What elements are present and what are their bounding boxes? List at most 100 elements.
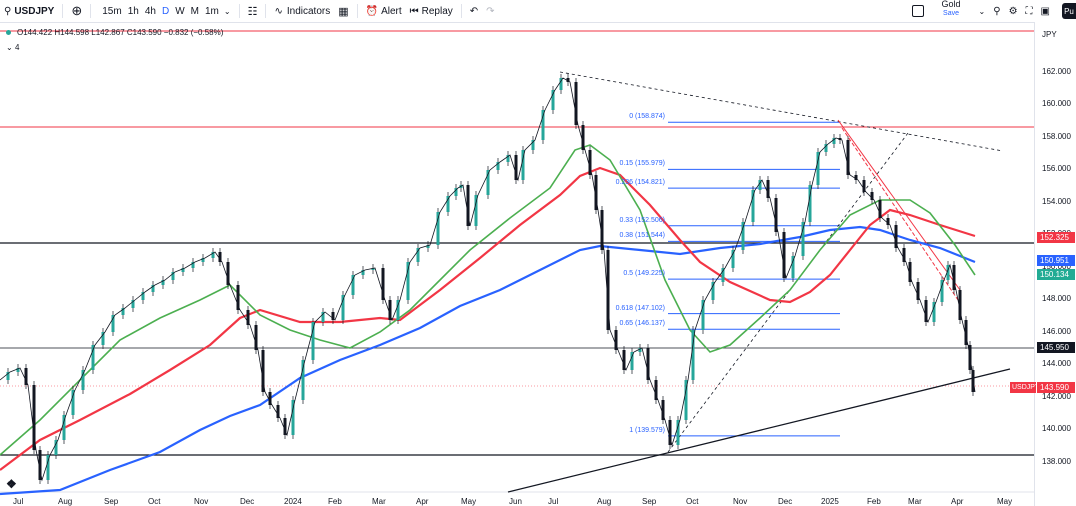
timeframe-w[interactable]: W: [175, 5, 185, 17]
timeframe-4h[interactable]: 4h: [144, 5, 156, 17]
fib-level-label: 0.15 (155.979): [619, 160, 665, 168]
candle-body: [521, 150, 525, 180]
candle-body: [816, 152, 820, 185]
search-icon: ⚲: [4, 5, 12, 17]
candle-body: [574, 82, 578, 125]
ma-red-line: [0, 166, 976, 471]
ma-green-value-tag: 150.134: [1037, 269, 1075, 280]
replay-icon: ⏮: [409, 5, 419, 17]
last-price-tag: 143.590: [1037, 382, 1075, 393]
time-axis-label: Oct: [686, 497, 699, 506]
grid-icon: ▦: [338, 5, 349, 18]
timeframe-m[interactable]: M: [190, 5, 199, 17]
candle-body: [638, 348, 642, 352]
candle-body: [932, 302, 936, 322]
candle-body: [559, 78, 563, 90]
timeframe-1m[interactable]: 1m: [204, 5, 219, 17]
time-axis-label: Aug: [58, 497, 73, 506]
settings-button[interactable]: ⚙: [1005, 0, 1022, 22]
candle-body: [91, 345, 95, 370]
candle-body: [614, 330, 618, 350]
candle-body: [141, 292, 145, 300]
timeframe-15m[interactable]: 15m: [102, 5, 122, 17]
symbol-tag: USDJPY: [1010, 382, 1040, 393]
chart-type-button[interactable]: ☷: [244, 0, 262, 22]
fib-level-label: 0.65 (146.137): [619, 320, 665, 328]
layouts-button[interactable]: ▦: [334, 0, 352, 22]
publish-button[interactable]: Pu: [1062, 3, 1076, 19]
layout-toggle[interactable]: [908, 0, 928, 22]
ma-blue-line: [0, 225, 976, 496]
compare-button[interactable]: ⊕: [67, 0, 86, 22]
time-axis-label: Mar: [372, 497, 386, 506]
candle-body: [201, 258, 205, 262]
alarm-clock-icon: ⏰: [365, 5, 379, 17]
snapshot-button[interactable]: ▣: [1037, 0, 1054, 22]
candle-body: [191, 262, 195, 268]
currency-label[interactable]: JPY: [1042, 30, 1057, 39]
price-axis-label: 142.000: [1042, 391, 1071, 401]
price-axis-label: 158.000: [1042, 131, 1071, 141]
time-axis-label: Nov: [194, 497, 209, 506]
candle-body: [581, 125, 585, 150]
candle-body: [964, 320, 968, 345]
redo-button[interactable]: ↷: [482, 0, 498, 22]
candle-body: [630, 352, 634, 370]
indicators-button[interactable]: ∿ Indicators: [270, 0, 334, 22]
candle-body: [958, 290, 962, 320]
candle-body: [396, 300, 400, 320]
candle-body: [62, 415, 66, 440]
candle-body: [416, 248, 420, 262]
layout-menu-button[interactable]: ⌄: [975, 0, 990, 22]
candle-body: [661, 400, 665, 420]
candle-body: [311, 322, 315, 360]
fullscreen-button[interactable]: ⛶: [1022, 0, 1037, 22]
timeframe-1h[interactable]: 1h: [127, 5, 139, 17]
divider: [265, 4, 267, 18]
candle-body: [506, 155, 510, 162]
timeframe-d[interactable]: D: [161, 5, 170, 17]
save-label: Save: [943, 10, 960, 17]
symbol-search[interactable]: ⚲ USDJPY: [0, 0, 58, 22]
timeframe-group: 15m 1h 4h D W M 1m ⌄: [95, 0, 234, 22]
candle-body: [46, 455, 50, 480]
alert-label: Alert: [381, 5, 402, 17]
indicator-collapse[interactable]: ⌄ 4: [6, 43, 19, 52]
support-trendline: [507, 368, 1011, 493]
candle-body: [940, 280, 944, 302]
replay-button[interactable]: ⏮ Replay: [406, 0, 457, 22]
candle-body: [218, 252, 222, 262]
candle-body: [371, 268, 375, 270]
candle-body: [894, 225, 898, 248]
time-axis-label: Sep: [642, 497, 657, 506]
candle-body: [946, 265, 950, 280]
horizontal-level-tag: 145.950: [1037, 342, 1075, 353]
fib-level-label: 1 (139.579): [629, 426, 665, 434]
fib-level-label: 0.618 (147.102): [615, 304, 665, 312]
undo-button[interactable]: ↶: [466, 0, 482, 22]
ma-green-line: [0, 144, 976, 456]
chevron-down-icon[interactable]: ⌄: [223, 6, 231, 16]
fib-level-label: 0.33 (152.506): [619, 216, 665, 224]
candle-body: [774, 198, 778, 232]
chevron-down-icon: ⌄: [6, 43, 13, 52]
candle-body: [551, 90, 555, 110]
layout-name: Gold: [941, 0, 961, 9]
layout-name-button[interactable]: Gold Save: [938, 0, 965, 22]
quick-search-button[interactable]: ⚲: [989, 0, 1004, 22]
candle-body: [496, 162, 500, 170]
candle-body: [676, 420, 680, 445]
candle-body: [731, 250, 735, 268]
candle-body: [6, 372, 10, 380]
candle-body: [388, 300, 392, 320]
gear-icon: ⚙: [1008, 5, 1018, 17]
alert-button[interactable]: ⏰ Alert: [362, 0, 406, 22]
divider: [460, 4, 462, 18]
candle-body: [406, 262, 410, 300]
candle-body: [38, 450, 42, 480]
price-axis-label: 160.000: [1042, 99, 1071, 108]
time-axis-label: Jun: [509, 497, 522, 506]
candle-body: [832, 138, 836, 144]
candle-body: [878, 200, 882, 218]
